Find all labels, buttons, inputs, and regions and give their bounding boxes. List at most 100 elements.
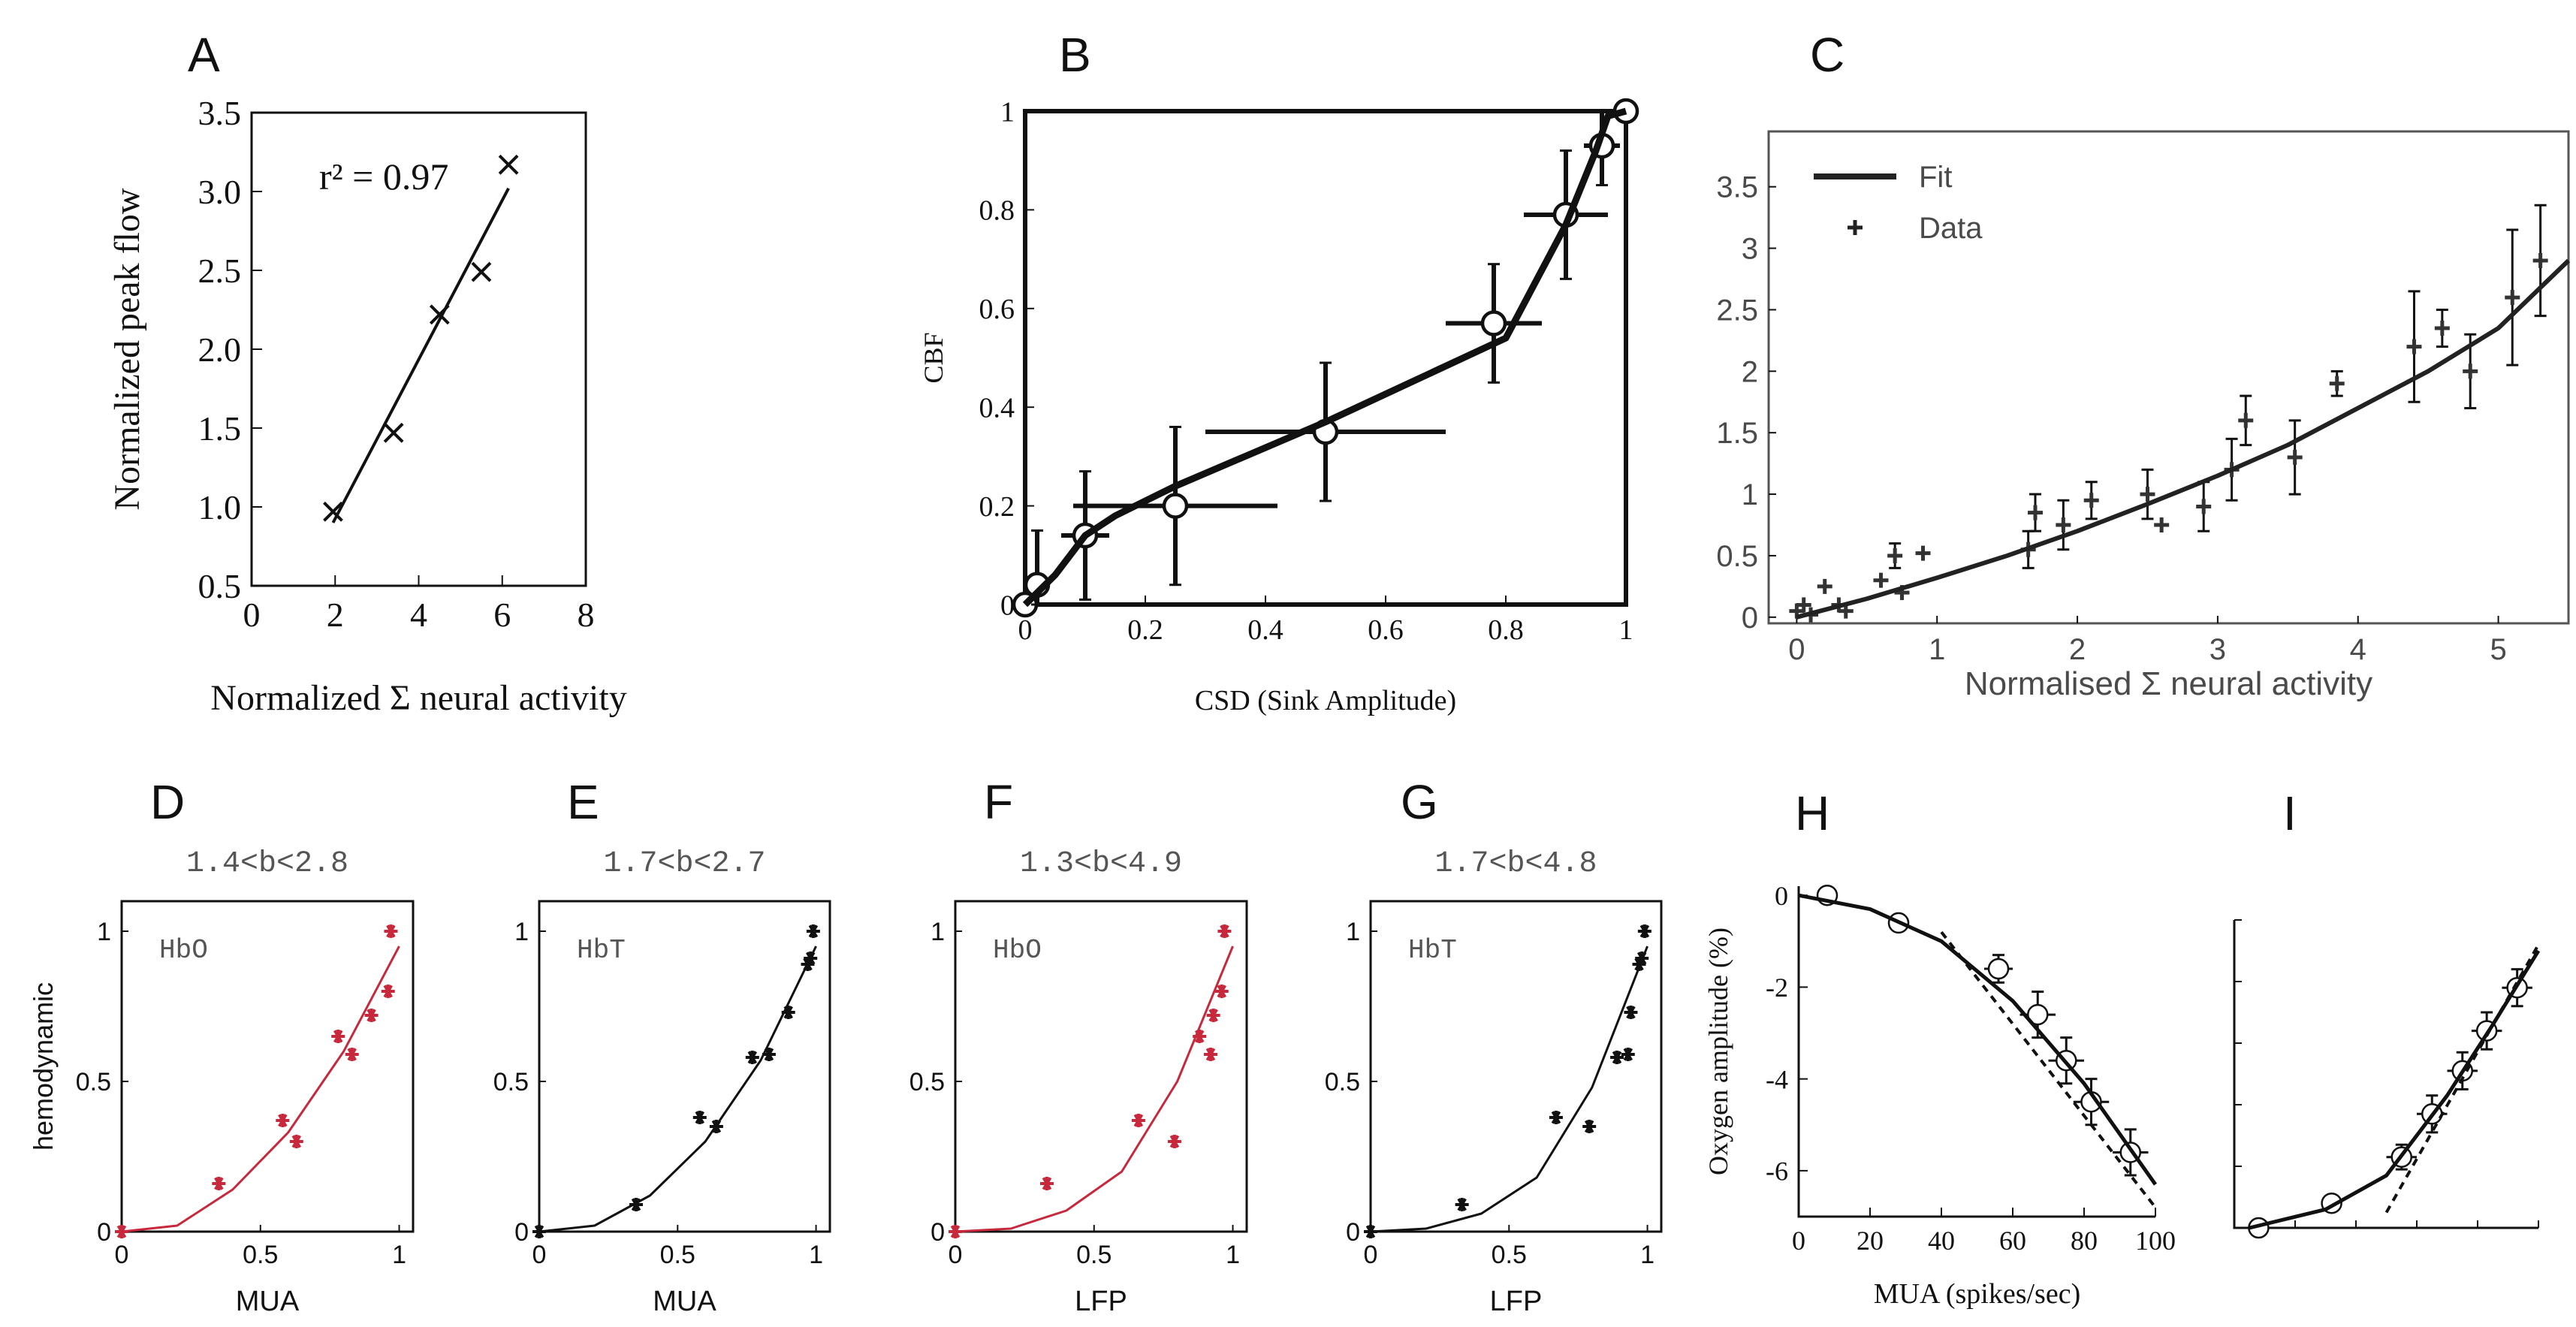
fit-line <box>1022 107 1627 608</box>
x-axis-label: LFP <box>1075 1286 1127 1317</box>
x-tick-label: 100 <box>2135 1226 2176 1256</box>
data-point <box>381 985 395 998</box>
x-axis-label: MUA <box>236 1286 300 1317</box>
x-tick-label: 0.5 <box>243 1241 278 1269</box>
x-axis-label: MUA (spikes/sec) <box>1874 1278 2080 1310</box>
data-point-stroke <box>323 501 343 522</box>
y-tick-label: 0 <box>931 1218 945 1247</box>
data-point <box>1480 310 1507 336</box>
chart-title: 1.7<b<4.8 <box>1434 847 1597 881</box>
y-tick-label: 1.5 <box>198 409 242 448</box>
data-point <box>1039 1177 1054 1190</box>
y-tick-label: 0.6 <box>979 294 1015 325</box>
data-point-stroke <box>471 261 492 282</box>
x-tick-label: 0 <box>1792 1226 1805 1256</box>
x-tick-label: 0 <box>949 1241 963 1269</box>
plot-axes <box>2233 920 2538 1229</box>
x-axis-label: Normalised Σ neural activity <box>1965 665 2372 702</box>
y-tick-label: 0.5 <box>493 1068 529 1096</box>
panel-letter-f: F <box>984 775 1013 829</box>
data-point <box>1131 1114 1145 1127</box>
data-point <box>345 1048 359 1061</box>
data-point <box>2329 375 2345 391</box>
x-tick-label: 1 <box>1640 1241 1654 1269</box>
x-tick-label: 80 <box>2071 1226 2098 1256</box>
data-point <box>384 924 398 938</box>
y-tick-label: 1 <box>1000 96 1015 128</box>
x-tick-label: 8 <box>578 596 595 634</box>
y-tick-label: 0.5 <box>198 567 242 605</box>
data-point <box>1873 572 1889 588</box>
plot-frame <box>538 900 831 1233</box>
fit-line <box>121 945 400 1233</box>
y-tick-label: 0.5 <box>1716 540 1758 573</box>
legend-data-swatch <box>1848 220 1863 235</box>
y-tick-label: 0.2 <box>979 491 1015 523</box>
x-tick-label: 0.8 <box>1488 614 1524 646</box>
x-tick-label: 0.5 <box>1076 1241 1112 1269</box>
x-tick-label: 1 <box>809 1241 823 1269</box>
data-point <box>212 1177 226 1190</box>
y-tick-label: -4 <box>1766 1064 1788 1094</box>
y-tick-label: 1 <box>931 918 945 946</box>
inset-label: HbT <box>577 935 626 966</box>
y-tick-label: 0.5 <box>76 1068 111 1096</box>
data-point <box>331 1030 345 1043</box>
data-point <box>1610 1051 1624 1064</box>
data-point <box>1167 1135 1181 1148</box>
x-tick-label: 2 <box>2069 633 2086 666</box>
panel-d: D 0 0.5 1 0 0.5 1 MUA hemodynamic 1.4<b<2.8 HbO <box>28 775 415 1317</box>
x-tick-label: 0.4 <box>1247 614 1283 646</box>
data-point <box>2238 412 2254 428</box>
y-tick-label: 3.0 <box>198 173 242 211</box>
fit-line <box>2249 949 2541 1230</box>
chart-title: 1.4<b<2.8 <box>186 847 348 881</box>
plot-frame <box>120 900 415 1233</box>
panel-letter-g: G <box>1401 775 1438 829</box>
panel-e: E 0 0.5 1 0 0.5 1 MUA 1.7<b<2.7 HbT <box>493 775 831 1317</box>
chart-title: 1.3<b<4.9 <box>1020 847 1182 881</box>
data-point <box>1915 545 1931 561</box>
fit-line <box>1798 893 2158 1186</box>
y-tick-label: 0 <box>1000 590 1015 621</box>
data-point <box>806 924 820 938</box>
data-point <box>745 1051 759 1064</box>
panel-h: H 0 20 40 60 80 100 0 -2 -4 -6 MUA (spikes/sec) Oxyg… <box>1703 786 2176 1310</box>
data-point-stroke <box>383 422 404 443</box>
panel-b: B 0 0.2 0.4 0.6 0.8 1 0 0.2 0.4 0.6 0.8 1 CSD (Sink A… <box>918 28 1639 716</box>
y-tick-label: 0.8 <box>979 195 1015 227</box>
panel-f: F 0 0.5 1 0 0.5 1 LFP 1.3<b<4.9 HbO <box>909 775 1248 1317</box>
data-point <box>2505 290 2520 306</box>
y-tick-label: 0 <box>1742 602 1758 635</box>
panel-letter-c: C <box>1810 28 1845 82</box>
y-tick-label: 0 <box>514 1218 529 1247</box>
fit-line <box>1370 945 1648 1233</box>
inset-label: HbT <box>1408 935 1457 966</box>
data-point <box>1621 1048 1635 1061</box>
x-axis-label: CSD (Sink Amplitude) <box>1195 685 1456 716</box>
legend-data-label: Data <box>1919 212 1983 245</box>
panel-c: C 0 1 2 3 4 5 0 0.5 1 1.5 2 2.5 3 3.5 Normalised Σ neur… <box>1716 28 2571 702</box>
data-point <box>2434 321 2450 336</box>
inset-label: HbO <box>993 935 1042 966</box>
y-axis-label: hemodynamic <box>28 982 59 1151</box>
y-tick-label: 2.0 <box>198 330 242 369</box>
panel-letter-b: B <box>1059 28 1091 82</box>
data-point <box>2196 499 2212 514</box>
fit-line <box>331 187 510 523</box>
data-point <box>1624 1006 1638 1019</box>
x-tick-label: 0.5 <box>1492 1241 1527 1269</box>
x-tick-label: 0.6 <box>1368 614 1404 646</box>
x-axis-label: MUA <box>653 1286 716 1317</box>
plot-frame <box>1369 900 1663 1233</box>
r-squared-annotation: r² = 0.97 <box>319 155 448 198</box>
data-point <box>364 1009 379 1022</box>
data-point <box>2140 487 2155 502</box>
x-tick-label: 1 <box>392 1241 406 1269</box>
x-tick-label: 1 <box>1929 633 1945 666</box>
data-point <box>498 154 519 175</box>
chart-title: 1.7<b<2.7 <box>603 847 765 881</box>
fit-line <box>955 945 1234 1233</box>
data-point <box>1203 1048 1217 1061</box>
